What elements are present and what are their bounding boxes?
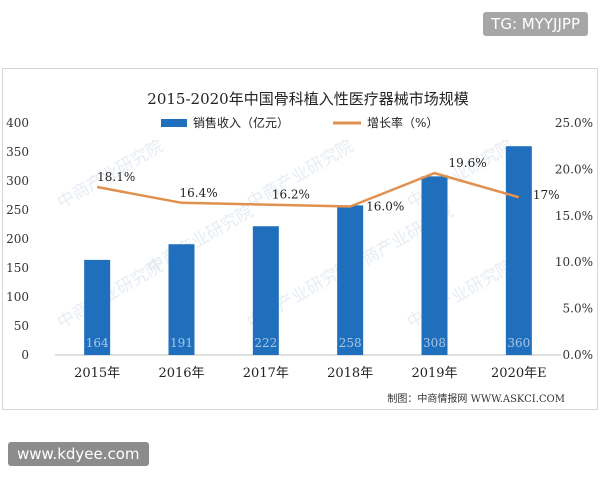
growth-value-label: 17% — [533, 188, 560, 202]
y-left-tick-label: 100 — [6, 290, 29, 304]
y-right-tick-label: 15.0% — [555, 209, 593, 223]
x-axis-labels: 2015年 2016年 2017年 2018年 2019年 2020年E — [74, 366, 547, 381]
growth-line-path — [96, 171, 520, 208]
bar — [505, 146, 532, 355]
bar-value-label: 308 — [423, 336, 446, 350]
y-axis-left: 0 50 100 150 200 250 300 350 400 — [6, 116, 29, 362]
growth-value-label: 19.6% — [449, 156, 487, 170]
bar-value-label: 360 — [507, 336, 530, 350]
bar-value-label: 222 — [254, 336, 277, 350]
y-left-tick-label: 50 — [14, 319, 29, 333]
y-right-tick-label: 5.0% — [563, 302, 594, 316]
y-left-tick-label: 150 — [6, 261, 29, 275]
y-right-tick-label: 20.0% — [555, 162, 593, 176]
x-tick-label: 2018年 — [327, 366, 373, 381]
bar-value-label: 164 — [86, 336, 109, 350]
bar — [421, 176, 448, 355]
chart-title: 2015-2020年中国骨科植入性医疗器械市场规模 — [147, 90, 468, 108]
chart-credit: 制图：中商情报网 WWW.ASKCI.COM — [387, 392, 565, 405]
bar — [168, 244, 195, 355]
watermark-text: 中商产业研究院 — [404, 136, 517, 213]
x-tick-label: 2020年E — [491, 366, 547, 381]
legend-line-label: 增长率（%） — [367, 115, 438, 130]
x-tick-label: 2015年 — [74, 366, 120, 381]
bar — [337, 205, 364, 355]
bar — [84, 259, 111, 355]
y-left-tick-label: 300 — [6, 174, 29, 188]
y-axis-right: 0.0% 5.0% 10.0% 15.0% 20.0% 25.0% — [555, 116, 593, 362]
bar — [252, 226, 279, 355]
x-tick-label: 2016年 — [158, 366, 204, 381]
y-left-tick-label: 250 — [6, 203, 29, 217]
bar-value-label: 191 — [170, 336, 193, 350]
legend-bar-label: 销售收入（亿元） — [193, 115, 289, 130]
growth-value-label: 16.0% — [366, 200, 404, 214]
growth-value-label: 18.1% — [97, 170, 135, 184]
y-right-tick-label: 25.0% — [555, 116, 593, 130]
y-right-tick-label: 10.0% — [555, 255, 593, 269]
watermark-text: 中商产业研究院 — [404, 256, 517, 333]
growth-value-label: 16.4% — [180, 186, 218, 200]
watermark-text: 中商产业研究院 — [144, 201, 257, 278]
y-left-tick-label: 0 — [21, 348, 29, 362]
growth-line: 18.1% 16.4% 16.2% 16.0% 19.6% 17% — [96, 156, 560, 214]
x-tick-label: 2019年 — [411, 366, 457, 381]
y-left-tick-label: 200 — [6, 232, 29, 246]
y-right-tick-label: 0.0% — [563, 348, 594, 362]
growth-value-label: 16.2% — [272, 188, 310, 202]
legend: 销售收入（亿元） 增长率（%） — [161, 115, 438, 130]
legend-bar-swatch — [161, 119, 187, 127]
chart-frame: 中商产业研究院 中商产业研究院 中商产业研究院 中商产业研究院 中商产业研究院 中商产业研… — [2, 68, 598, 410]
bar-value-label: 258 — [339, 336, 362, 350]
watermark-tag: TG: MYYJJPP — [483, 12, 588, 36]
x-tick-label: 2017年 — [243, 366, 289, 381]
site-tag: www.kdyee.com — [8, 442, 149, 466]
y-left-tick-label: 400 — [6, 116, 29, 130]
bars: 164 191 222 258 308 360 — [84, 146, 532, 355]
y-left-tick-label: 350 — [6, 145, 29, 159]
